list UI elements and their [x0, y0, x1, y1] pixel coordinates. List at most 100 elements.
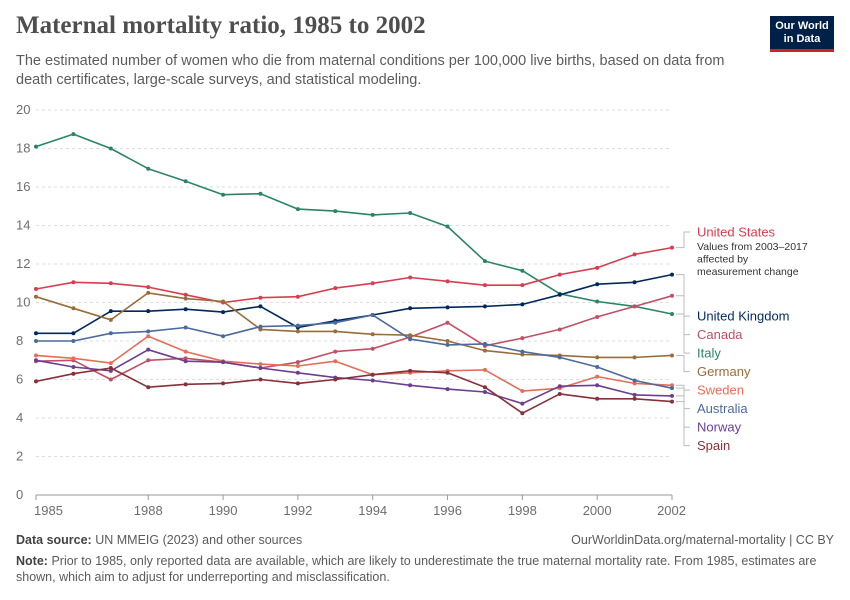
data-point-italy-2000	[595, 299, 600, 304]
data-source-label: Data source:	[16, 533, 92, 547]
data-point-germany-1993	[333, 329, 338, 334]
x-tick-label-1998: 1998	[508, 503, 537, 518]
data-point-united-states-1985	[34, 287, 38, 292]
x-tick-label-1988: 1988	[134, 503, 163, 518]
data-point-italy-1988	[146, 166, 151, 171]
series-line-norway[interactable]	[35, 348, 673, 405]
data-point-canada-1987	[108, 377, 113, 382]
data-point-spain-1996	[445, 370, 450, 375]
y-axis-ticks: 0 2 4 6 8 10 12 14 16 18 20	[16, 102, 30, 502]
data-point-spain-2002	[670, 399, 674, 404]
legend-label-spain[interactable]: Spain	[697, 438, 730, 453]
data-point-germany-1988	[146, 290, 151, 295]
data-point-italy-1985	[34, 144, 38, 149]
legend-connector-norway	[676, 395, 690, 428]
data-point-united-kingdom-2002	[670, 272, 674, 277]
data-point-australia-1999	[557, 355, 562, 360]
data-point-australia-1990	[221, 334, 226, 339]
legend-label-united-states[interactable]: United States	[697, 225, 776, 240]
data-point-sweden-1987	[108, 361, 113, 366]
series-line-italy[interactable]	[35, 133, 673, 315]
legend-label-germany[interactable]: Germany	[697, 364, 751, 379]
data-point-spain-1998	[520, 411, 525, 416]
legend-connector-united-states	[676, 231, 690, 249]
x-axis: 1985 1988 1990 1992 1994 1996 1998 2000 2002	[34, 494, 686, 518]
series-line-united-kingdom[interactable]	[36, 273, 673, 335]
legend-connector-canada	[676, 295, 690, 336]
data-point-canada-2000	[595, 314, 600, 319]
data-point-united-kingdom-1989	[183, 307, 188, 312]
data-point-spain-1990	[221, 381, 226, 386]
data-point-spain-1994	[370, 372, 375, 377]
data-point-united-kingdom-1997	[482, 304, 487, 309]
data-point-united-states-2002	[670, 245, 674, 250]
data-point-canada-1993	[333, 349, 338, 354]
data-point-united-states-1998	[520, 283, 525, 288]
data-point-spain-1987	[108, 365, 113, 370]
series-line-australia[interactable]	[36, 314, 673, 389]
data-point-australia-1986	[71, 339, 76, 343]
series-line-canada[interactable]	[35, 295, 673, 381]
source-url-link[interactable]: OurWorldinData.org/maternal-mortality | …	[571, 533, 834, 547]
data-point-australia-1992	[295, 323, 300, 328]
owid-logo[interactable]: Our World in Data	[770, 16, 834, 52]
data-point-italy-1996	[445, 224, 450, 229]
y-tick-label-20: 20	[16, 102, 30, 117]
legend-label-australia[interactable]: Australia	[697, 401, 748, 416]
data-point-australia-1998	[520, 349, 525, 354]
annotation-line-2: affected by	[697, 254, 749, 266]
note-label: Note:	[16, 554, 48, 568]
legend-label-sweden[interactable]: Sweden	[697, 383, 744, 398]
data-point-spain-1989	[183, 382, 188, 387]
data-point-germany-1989	[183, 296, 188, 301]
data-point-sweden-1993	[333, 359, 338, 364]
data-point-norway-1994	[370, 378, 375, 383]
gridlines	[36, 109, 672, 496]
data-point-sweden-2001	[632, 381, 637, 386]
chart-note: Note: Prior to 1985, only reported data …	[16, 553, 831, 585]
data-point-italy-1993	[333, 209, 338, 214]
legend-connector-italy	[676, 313, 690, 354]
data-point-canada-2001	[632, 304, 637, 309]
data-point-united-states-1987	[108, 281, 113, 286]
legend-label-canada[interactable]: Canada	[697, 327, 743, 342]
chart-title: Maternal mortality ratio, 1985 to 2002	[16, 12, 426, 39]
data-point-norway-1999	[557, 384, 562, 389]
series-line-spain[interactable]	[35, 367, 673, 415]
data-point-spain-1993	[333, 377, 338, 382]
data-point-norway-1987	[108, 368, 113, 373]
data-point-united-states-1991	[258, 295, 263, 300]
data-point-canada-1989	[183, 356, 188, 361]
data-point-united-kingdom-1986	[71, 331, 76, 336]
x-tick-label-1996: 1996	[433, 503, 462, 518]
data-point-germany-1996	[445, 339, 450, 343]
series-line-germany[interactable]	[35, 292, 673, 359]
series-line-united-states[interactable]	[35, 246, 673, 304]
data-point-norway-1991	[258, 365, 263, 370]
data-point-spain-1985	[34, 379, 38, 384]
data-point-united-kingdom-1996	[445, 305, 450, 310]
data-point-sweden-1997	[482, 367, 487, 372]
data-point-spain-2000	[595, 396, 600, 401]
data-point-norway-1986	[71, 364, 76, 369]
data-point-united-kingdom-2001	[632, 280, 637, 285]
data-point-italy-1998	[520, 268, 525, 273]
data-point-spain-1999	[557, 391, 562, 396]
y-tick-label-8: 8	[16, 333, 23, 348]
data-point-united-states-1995	[408, 275, 413, 280]
data-point-norway-1985	[34, 358, 38, 363]
x-tick-label-2000: 2000	[583, 503, 612, 518]
legend-label-norway[interactable]: Norway	[697, 420, 742, 435]
series-line-sweden[interactable]	[35, 335, 673, 392]
y-tick-label-4: 4	[16, 410, 23, 425]
legend-label-italy[interactable]: Italy	[697, 346, 721, 361]
legend-label-united-kingdom[interactable]: United Kingdom	[697, 309, 790, 324]
data-point-united-states-1999	[557, 272, 562, 277]
data-point-united-states-2001	[632, 252, 637, 257]
data-point-united-kingdom-1999	[557, 292, 562, 297]
data-point-australia-1989	[183, 325, 188, 330]
annotation-line-3: measurement change	[697, 266, 799, 278]
data-point-germany-1995	[408, 333, 413, 338]
data-point-australia-1987	[108, 331, 113, 336]
data-point-united-kingdom-1988	[146, 309, 151, 314]
